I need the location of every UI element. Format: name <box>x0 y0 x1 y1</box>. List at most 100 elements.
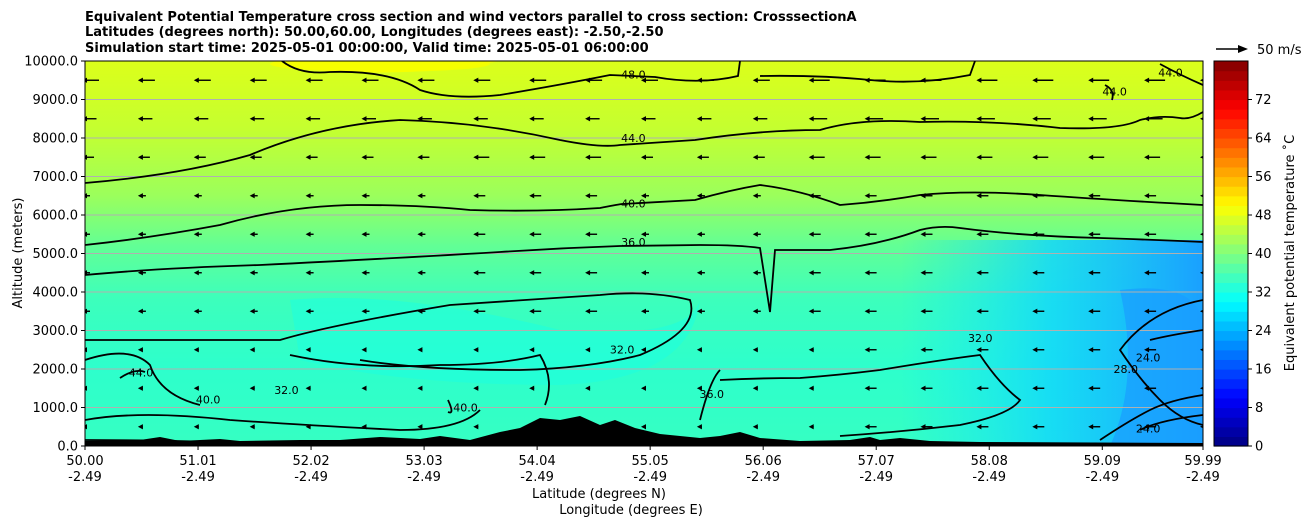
wind-vector-head <box>193 385 199 391</box>
colorbar-step <box>1214 195 1248 206</box>
colorbar-tick-label: 56 <box>1255 170 1272 185</box>
wind-vector-head <box>585 270 591 276</box>
contour-36 <box>85 225 1203 313</box>
y-tick-label: 7000.0 <box>33 170 79 185</box>
wind-vector-head <box>864 424 870 430</box>
contour-label: 48.0 <box>621 68 646 81</box>
wind-vector-head <box>361 347 367 353</box>
wind-vector-head <box>361 116 367 122</box>
x-axis: 50.00-2.4951.01-2.4952.02-2.4953.03-2.49… <box>66 446 1222 485</box>
wind-vector-head <box>417 270 423 276</box>
colorbar-step <box>1214 378 1248 389</box>
wind-vector-head <box>1200 155 1203 159</box>
contour-label: 44.0 <box>621 132 646 145</box>
wind-vector-head <box>417 385 423 391</box>
wind-vector-head <box>305 347 311 353</box>
wind-vector-head <box>696 154 702 160</box>
contour-40-left <box>85 409 481 431</box>
wind-vector-head <box>1144 231 1150 237</box>
colorbar-step <box>1214 369 1248 380</box>
wind-vector-head <box>1144 270 1150 276</box>
wind-vector-head <box>1032 116 1038 122</box>
wind-vector-head <box>137 116 143 122</box>
wind-vector-head <box>585 193 591 199</box>
wind-vector-head <box>976 116 982 122</box>
quiver-key-label: 50 m/s <box>1257 43 1302 58</box>
wind-vector-head <box>920 347 926 353</box>
colorbar-step <box>1214 417 1248 428</box>
wind-vector-head <box>920 270 926 276</box>
terrain <box>85 416 1203 446</box>
colorbar-label: Equivalent potential temperature ˚C <box>1282 135 1298 371</box>
colorbar-tick-label: 0 <box>1255 440 1263 455</box>
y-tick-label: 10000.0 <box>24 55 78 70</box>
quiver-key: 50 m/s <box>1216 43 1302 58</box>
colorbar-step <box>1214 340 1248 351</box>
wind-vector-head <box>249 308 255 314</box>
wind-vector-head <box>529 385 535 391</box>
wind-vector-head <box>752 385 758 391</box>
wind-vector-head <box>864 116 870 122</box>
coldest-region <box>1110 288 1203 446</box>
wind-vector-head <box>249 270 255 276</box>
wind-vector-head <box>585 154 591 160</box>
wind-vector-head <box>417 193 423 199</box>
wind-vector-head <box>976 193 982 199</box>
wind-vector-head <box>305 193 311 199</box>
wind-vector-head <box>808 77 814 83</box>
colorbar-step <box>1214 89 1248 101</box>
wind-vector-head <box>864 347 870 353</box>
wind-vector-head <box>585 116 591 122</box>
wind-vector-head <box>696 193 702 199</box>
colorbar-step <box>1214 272 1248 283</box>
contour-label: 44.0 <box>1158 66 1183 79</box>
wind-vector-head <box>529 154 535 160</box>
wind-vector-head <box>752 77 758 83</box>
wind-vector-head <box>864 193 870 199</box>
wind-vector-head <box>752 308 758 314</box>
wind-vectors <box>85 77 1203 430</box>
wind-vector-head <box>361 77 367 83</box>
colorbar-step <box>1214 61 1248 72</box>
wind-vector-head <box>1200 348 1203 352</box>
wind-vector-head <box>1088 154 1094 160</box>
wind-vector-head <box>193 77 199 83</box>
colorbar-step <box>1214 407 1248 418</box>
colorbar-step <box>1214 70 1248 81</box>
wind-vector-head <box>752 231 758 237</box>
contour-label: 36.0 <box>699 388 724 401</box>
colorbar-step <box>1214 243 1248 255</box>
contour-label: 28.0 <box>1114 363 1139 376</box>
wind-vector-head <box>473 424 479 430</box>
x-tick-label-lat: 50.00 <box>66 454 103 469</box>
wind-vector-head <box>976 308 982 314</box>
x-tick-label-lat: 56.06 <box>745 454 782 469</box>
wind-vector-head <box>473 270 479 276</box>
colorbar-step <box>1214 138 1248 149</box>
colorbar-step <box>1214 349 1248 360</box>
colorbar-step <box>1214 301 1248 312</box>
wind-vector-head <box>1088 193 1094 199</box>
wind-vector-head <box>641 424 646 430</box>
wind-vector-head <box>473 347 479 353</box>
x-tick-label-lon: -2.49 <box>181 470 215 485</box>
wind-vector-head <box>1200 386 1203 390</box>
wind-vector-head <box>417 154 423 160</box>
wind-vector-head <box>585 231 591 237</box>
wind-vector-head <box>249 347 255 353</box>
wind-vector-head <box>305 270 311 276</box>
wind-vector-head <box>1088 116 1094 122</box>
wind-vector-head <box>585 347 591 353</box>
wind-vector-head <box>641 270 646 276</box>
wind-vector-head <box>864 154 870 160</box>
colorbar-step <box>1214 397 1248 409</box>
wind-vector-head <box>1088 77 1094 83</box>
colorbar-step <box>1214 157 1248 168</box>
wind-vector-head <box>305 308 311 314</box>
wind-vector-head <box>529 231 535 237</box>
colorbar-step <box>1214 311 1248 322</box>
colorbar-step <box>1214 215 1248 226</box>
wind-vector-head <box>585 308 591 314</box>
contour-label: 40.0 <box>196 394 221 407</box>
